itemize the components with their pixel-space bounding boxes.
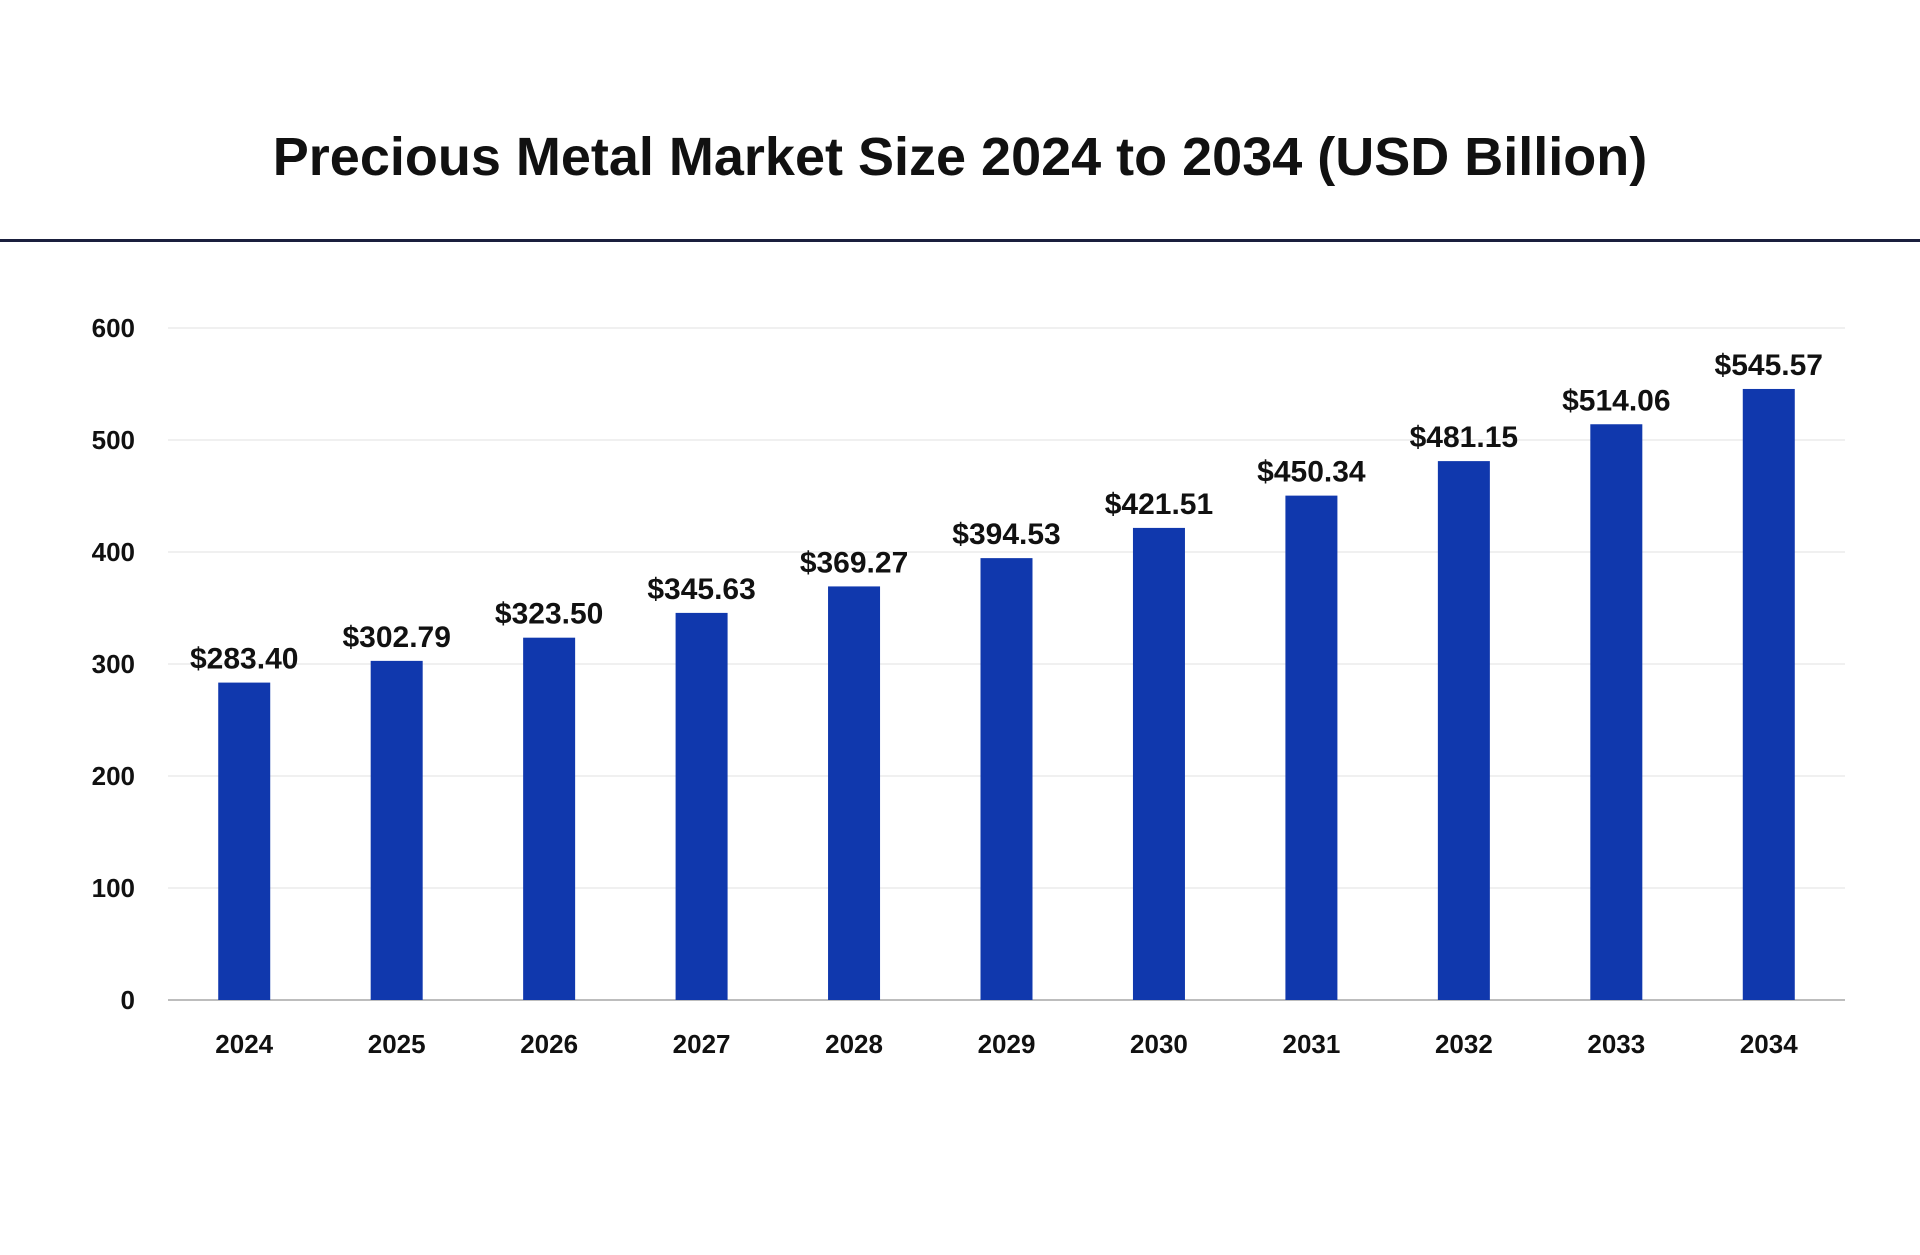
bar-2027 xyxy=(675,612,728,1000)
data-label: $481.15 xyxy=(1410,421,1518,454)
y-tick-label: 300 xyxy=(92,649,135,679)
bar-2034 xyxy=(1742,388,1795,1000)
data-label: $302.79 xyxy=(342,621,450,654)
bar-2029 xyxy=(980,558,1033,1000)
data-label: $369.27 xyxy=(800,546,908,579)
bar-2033 xyxy=(1590,424,1643,1000)
bar-2026 xyxy=(523,637,576,1000)
data-label: $283.40 xyxy=(190,643,298,676)
x-tick-label: 2030 xyxy=(1130,1029,1188,1059)
y-tick-label: 400 xyxy=(92,537,135,567)
x-tick-label: 2025 xyxy=(368,1029,426,1059)
bar-2032 xyxy=(1437,461,1490,1000)
x-tick-label: 2031 xyxy=(1282,1029,1340,1059)
x-tick-label: 2028 xyxy=(825,1029,883,1059)
data-label: $421.51 xyxy=(1105,488,1213,521)
title-divider xyxy=(0,239,1920,242)
chart-title: Precious Metal Market Size 2024 to 2034 … xyxy=(272,127,1648,187)
y-tick-label: 500 xyxy=(92,425,135,455)
data-label: $514.06 xyxy=(1562,384,1670,417)
y-tick-label: 600 xyxy=(92,313,135,343)
data-label: $450.34 xyxy=(1257,456,1366,489)
bar-2025 xyxy=(370,660,423,1000)
y-tick-label: 200 xyxy=(92,761,135,791)
x-tick-label: 2026 xyxy=(520,1029,578,1059)
bar-2028 xyxy=(828,586,881,1000)
bar-2031 xyxy=(1285,495,1338,1000)
data-label: $545.57 xyxy=(1715,349,1823,382)
x-tick-label: 2029 xyxy=(978,1029,1036,1059)
x-tick-label: 2033 xyxy=(1587,1029,1645,1059)
x-tick-label: 2027 xyxy=(673,1029,731,1059)
data-label: $345.63 xyxy=(647,573,755,606)
x-tick-label: 2024 xyxy=(215,1029,273,1059)
bar-2030 xyxy=(1132,527,1185,1000)
data-label: $394.53 xyxy=(952,518,1060,551)
x-tick-label: 2032 xyxy=(1435,1029,1493,1059)
y-tick-label: 100 xyxy=(92,873,135,903)
data-label: $323.50 xyxy=(495,598,603,631)
bar-2024 xyxy=(218,682,271,1000)
x-tick-label: 2034 xyxy=(1740,1029,1798,1059)
y-tick-label: 0 xyxy=(121,985,135,1015)
